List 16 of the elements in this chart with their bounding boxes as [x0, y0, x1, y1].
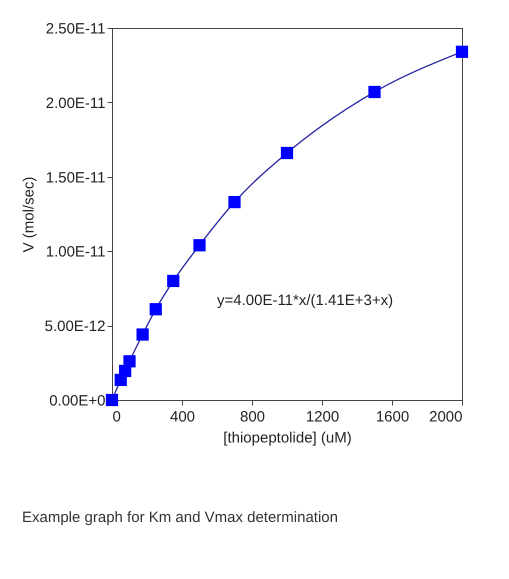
- text: Example graph for Km and Vmax determination: [22, 509, 338, 526]
- x-tick-label: 400: [170, 408, 196, 426]
- y-axis-title: V (mol/sec): [20, 176, 38, 252]
- annotation: y=4.00E-11*x/(1.41E+3+x): [217, 292, 394, 309]
- x-tick-label: 800: [240, 408, 266, 426]
- x-tick-label: 2000: [429, 408, 462, 426]
- y-tick-label: 0.00E+0: [49, 392, 106, 410]
- x-tick-label: 0: [112, 408, 121, 426]
- x-tick-label: 1600: [376, 408, 410, 426]
- y-tick-label: 1.50E-11: [46, 169, 106, 186]
- y-tick-label: 2.50E-11: [46, 20, 106, 38]
- y-tick-label: 5.00E-12: [44, 318, 106, 336]
- x-tick-label: 1200: [306, 408, 340, 426]
- x-axis-title: [thiopeptolide] (uM): [223, 430, 352, 446]
- y-tick-label: 2.00E-11: [46, 94, 106, 112]
- y-tick-label: 1.00E-11: [46, 244, 106, 261]
